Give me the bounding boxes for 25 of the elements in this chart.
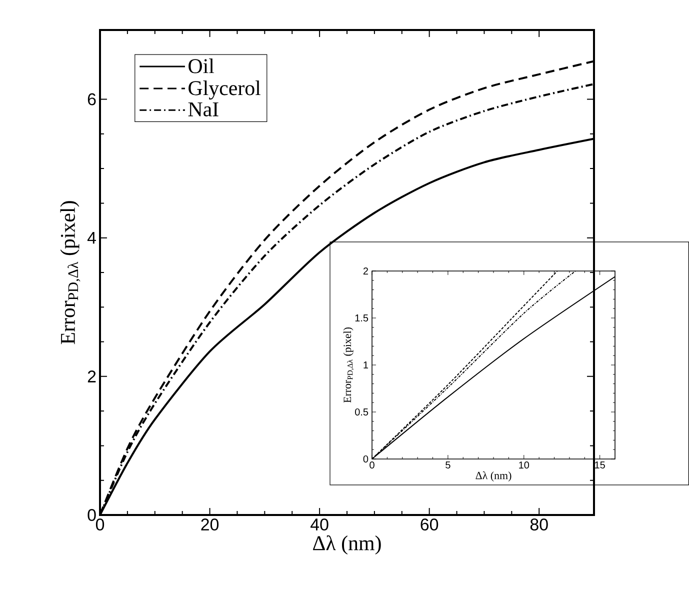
y-tick-label: 6	[88, 93, 96, 106]
y-tick-label: 0.5	[355, 408, 368, 416]
y-tick-label: 1	[364, 362, 368, 368]
y-tick-label: 0	[363, 455, 368, 463]
legend-label: Oil	[188, 58, 214, 74]
y-tick-label: 2	[363, 268, 368, 274]
x-tick-label: 0	[370, 462, 374, 469]
x-tick-label: 5	[446, 462, 450, 468]
x-tick-label: 80	[530, 518, 548, 531]
x-axis-title: Δλ (nm)	[313, 535, 381, 555]
legend-label: NaI	[188, 102, 218, 116]
x-tick-label: 40	[310, 518, 328, 531]
legend-label: Glycerol	[188, 80, 260, 100]
x-tick-label: 60	[420, 518, 438, 531]
y-axis-title: Error$_{PD,Δλ}$ (pixel)	[60, 201, 80, 344]
x-tick-label: 0	[96, 518, 104, 531]
y-axis-title: Error$_{PD,Δλ}$ (pixel)	[343, 327, 354, 403]
x-tick-label: 15	[595, 462, 605, 468]
x-axis-title: Δλ (nm)	[476, 471, 512, 482]
y-tick-label: 1.5	[355, 314, 368, 322]
x-tick-label: 20	[201, 518, 219, 531]
y-tick-label: 2	[88, 370, 96, 382]
x-tick-label: 10	[519, 462, 530, 469]
y-tick-label: 0	[88, 508, 96, 521]
y-tick-label: 4	[87, 232, 96, 244]
